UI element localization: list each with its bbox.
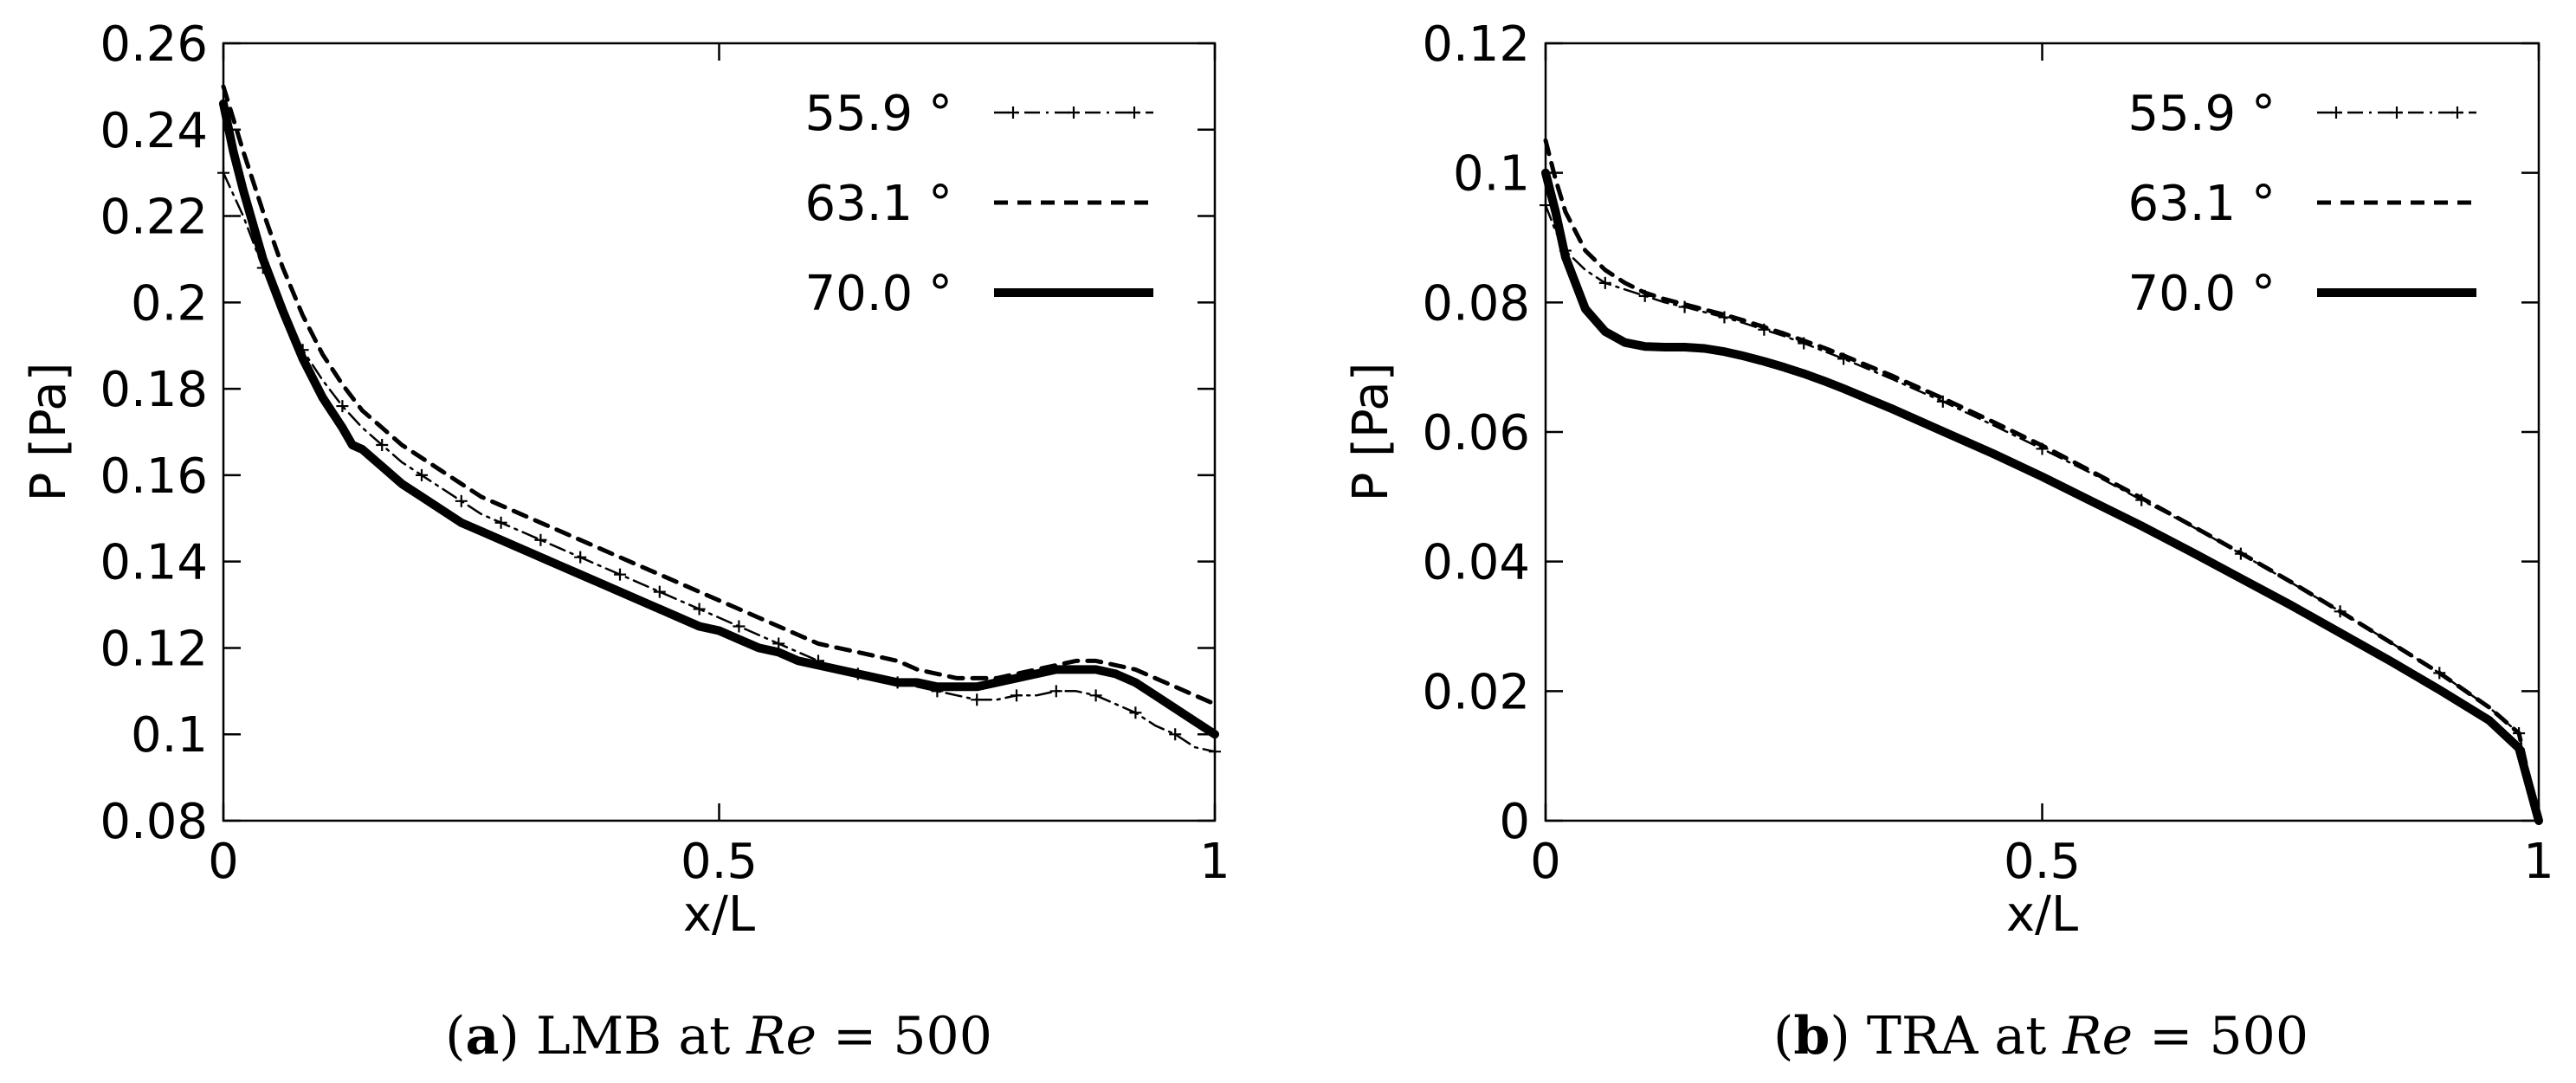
series-line-1 xyxy=(1544,203,2540,822)
series-point-marker xyxy=(733,620,746,633)
series-point-marker xyxy=(693,603,706,616)
series-point-marker xyxy=(1598,276,1611,289)
x-tick-label: 0 xyxy=(208,834,239,890)
y-axis-label: P [Pa] xyxy=(21,363,77,502)
series-point-marker xyxy=(1169,728,1182,741)
caption-variable: Re xyxy=(2062,1006,2133,1067)
series-point-marker xyxy=(416,468,428,481)
legend-label-3: 70.0 ° xyxy=(2128,266,2276,322)
y-tick-label: 0.02 xyxy=(1422,664,1530,720)
series-point-marker xyxy=(772,637,785,650)
y-tick-label: 0.16 xyxy=(100,448,208,505)
x-tick-label: 0.5 xyxy=(681,834,758,890)
legend-label-1: 55.9 ° xyxy=(2128,86,2276,142)
plot-frame xyxy=(222,42,1217,822)
y-tick-label: 0.26 xyxy=(100,16,208,73)
y-tick-label: 0 xyxy=(1499,794,1530,850)
panel-caption: (b) TRA at Re = 500 xyxy=(1773,1006,2308,1067)
panel-caption: (a) LMB at Re = 500 xyxy=(445,1006,992,1067)
legend-label-1: 55.9 ° xyxy=(805,86,953,142)
y-tick-label: 0.22 xyxy=(100,190,208,246)
series-point-marker xyxy=(574,551,587,564)
y-tick-label: 0.18 xyxy=(100,362,208,418)
series-point-marker xyxy=(1049,685,1062,698)
y-tick-label: 0.1 xyxy=(131,707,208,764)
legend-label-2: 63.1 ° xyxy=(2128,176,2276,232)
series-point-marker xyxy=(1209,745,1221,758)
caption-variable: Re xyxy=(746,1006,817,1067)
legend-marker xyxy=(2451,106,2463,119)
y-tick-label: 0.14 xyxy=(100,535,208,591)
series-point-marker xyxy=(336,400,349,413)
series-point-marker xyxy=(455,494,468,507)
y-tick-label: 0.08 xyxy=(100,794,208,850)
series-line-3 xyxy=(1541,168,2543,825)
y-tick-label: 0.06 xyxy=(1422,405,1530,461)
y-axis-label: P [Pa] xyxy=(1343,363,1399,502)
legend-label-3: 70.0 ° xyxy=(805,266,953,322)
series-point-marker xyxy=(614,568,626,581)
series-point-marker xyxy=(534,533,547,546)
series-point-marker xyxy=(1010,689,1023,702)
series-line-2 xyxy=(221,84,1217,706)
y-tick-label: 0.24 xyxy=(100,103,208,159)
x-axis-label: x/L xyxy=(683,886,755,943)
x-tick-label: 1 xyxy=(2523,834,2554,890)
y-tick-label: 0.04 xyxy=(1422,535,1530,591)
panel-b: 0 0.02 0.04 0.06 0.08 0.1 0.12 0 0.5 1 x/L P [Pa] 55… xyxy=(1343,16,2554,1067)
series-point-marker xyxy=(653,585,666,598)
y-tick-label: 0.12 xyxy=(100,621,208,677)
series-point-marker xyxy=(217,166,229,179)
legend-marker xyxy=(1068,106,1080,119)
panel-a: 0.08 0.1 0.12 0.14 0.16 0.18 0.2 0.22 0.24 0.26 0 0… xyxy=(21,16,1230,1067)
y-tick-label: 0.12 xyxy=(1422,16,1530,73)
series-point-marker xyxy=(971,693,984,706)
legend-marker xyxy=(2330,106,2342,119)
legend-label-2: 63.1 ° xyxy=(805,176,953,232)
series-point-marker xyxy=(1718,311,1731,324)
y-tick-label: 0.2 xyxy=(131,275,208,332)
series-point-marker xyxy=(376,438,389,451)
series-point-marker xyxy=(1129,706,1142,719)
x-axis-label: x/L xyxy=(2006,886,2078,943)
series-line-1 xyxy=(222,171,1217,753)
panel-letter: b xyxy=(1793,1006,1830,1067)
y-tick-label: 0.08 xyxy=(1422,275,1530,332)
series-point-marker xyxy=(494,516,507,529)
x-tick-label: 0.5 xyxy=(2004,834,2081,890)
series-line-3 xyxy=(219,99,1219,739)
legend-marker xyxy=(1128,106,1140,119)
x-tick-label: 0 xyxy=(1530,834,1561,890)
legend-marker xyxy=(2391,106,2403,119)
legend-marker xyxy=(1007,106,1019,119)
y-tick-label: 0.1 xyxy=(1453,146,1530,203)
panel-letter: a xyxy=(466,1006,500,1067)
series-point-marker xyxy=(1089,689,1102,702)
series-line-2 xyxy=(1543,138,2541,823)
x-tick-label: 1 xyxy=(1199,834,1230,890)
plot-frame xyxy=(1544,42,2540,822)
